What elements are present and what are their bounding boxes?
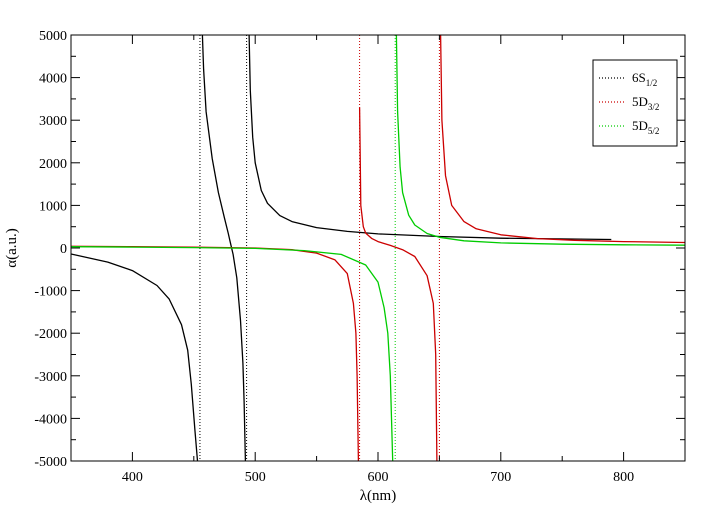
y-axis: -5000 -4000 -3000 -2000 -1000 0 1000 2000 3000 40… — [34, 29, 685, 470]
y-tick-label: 2000 — [39, 157, 67, 172]
legend: 6S1/2 5D3/2 5D5/2 — [592, 59, 678, 147]
series-line-2 — [71, 246, 394, 461]
y-tick-label: 3000 — [39, 114, 67, 129]
y-tick-label: 4000 — [39, 72, 67, 87]
x-axis: 400 500 600 700 800 — [70, 35, 686, 485]
y-tick-label: -1000 — [34, 285, 67, 300]
series-line-1 — [439, 35, 685, 244]
legend-label: 5D5/2 — [632, 118, 659, 136]
y-axis-label: α(a.u.) — [4, 228, 20, 268]
x-tick-label: 600 — [368, 470, 389, 485]
y-tick-label: 5000 — [39, 29, 67, 44]
series-line-0 — [248, 35, 612, 241]
series-lines — [71, 35, 685, 461]
series-line-1 — [71, 245, 360, 461]
x-tick-label: 800 — [613, 470, 634, 485]
series-line-0 — [71, 253, 199, 461]
x-tick-label: 700 — [490, 470, 511, 485]
x-tick-label: 500 — [245, 470, 266, 485]
y-tick-label: 1000 — [39, 199, 67, 214]
y-tick-label: -5000 — [34, 455, 67, 470]
legend-label: 5D3/2 — [632, 94, 659, 112]
y-tick-label: -2000 — [34, 327, 67, 342]
y-tick-label: 0 — [60, 242, 67, 257]
x-axis-label: λ(nm) — [360, 488, 396, 504]
series-line-1 — [358, 107, 438, 461]
y-tick-label: -3000 — [34, 370, 67, 385]
series-line-0 — [201, 35, 247, 461]
series-line-2 — [395, 35, 685, 246]
legend-box — [592, 59, 678, 147]
legend-label: 6S1/2 — [632, 70, 657, 88]
y-tick-label: -4000 — [34, 412, 67, 427]
x-tick-label: 400 — [122, 470, 143, 485]
